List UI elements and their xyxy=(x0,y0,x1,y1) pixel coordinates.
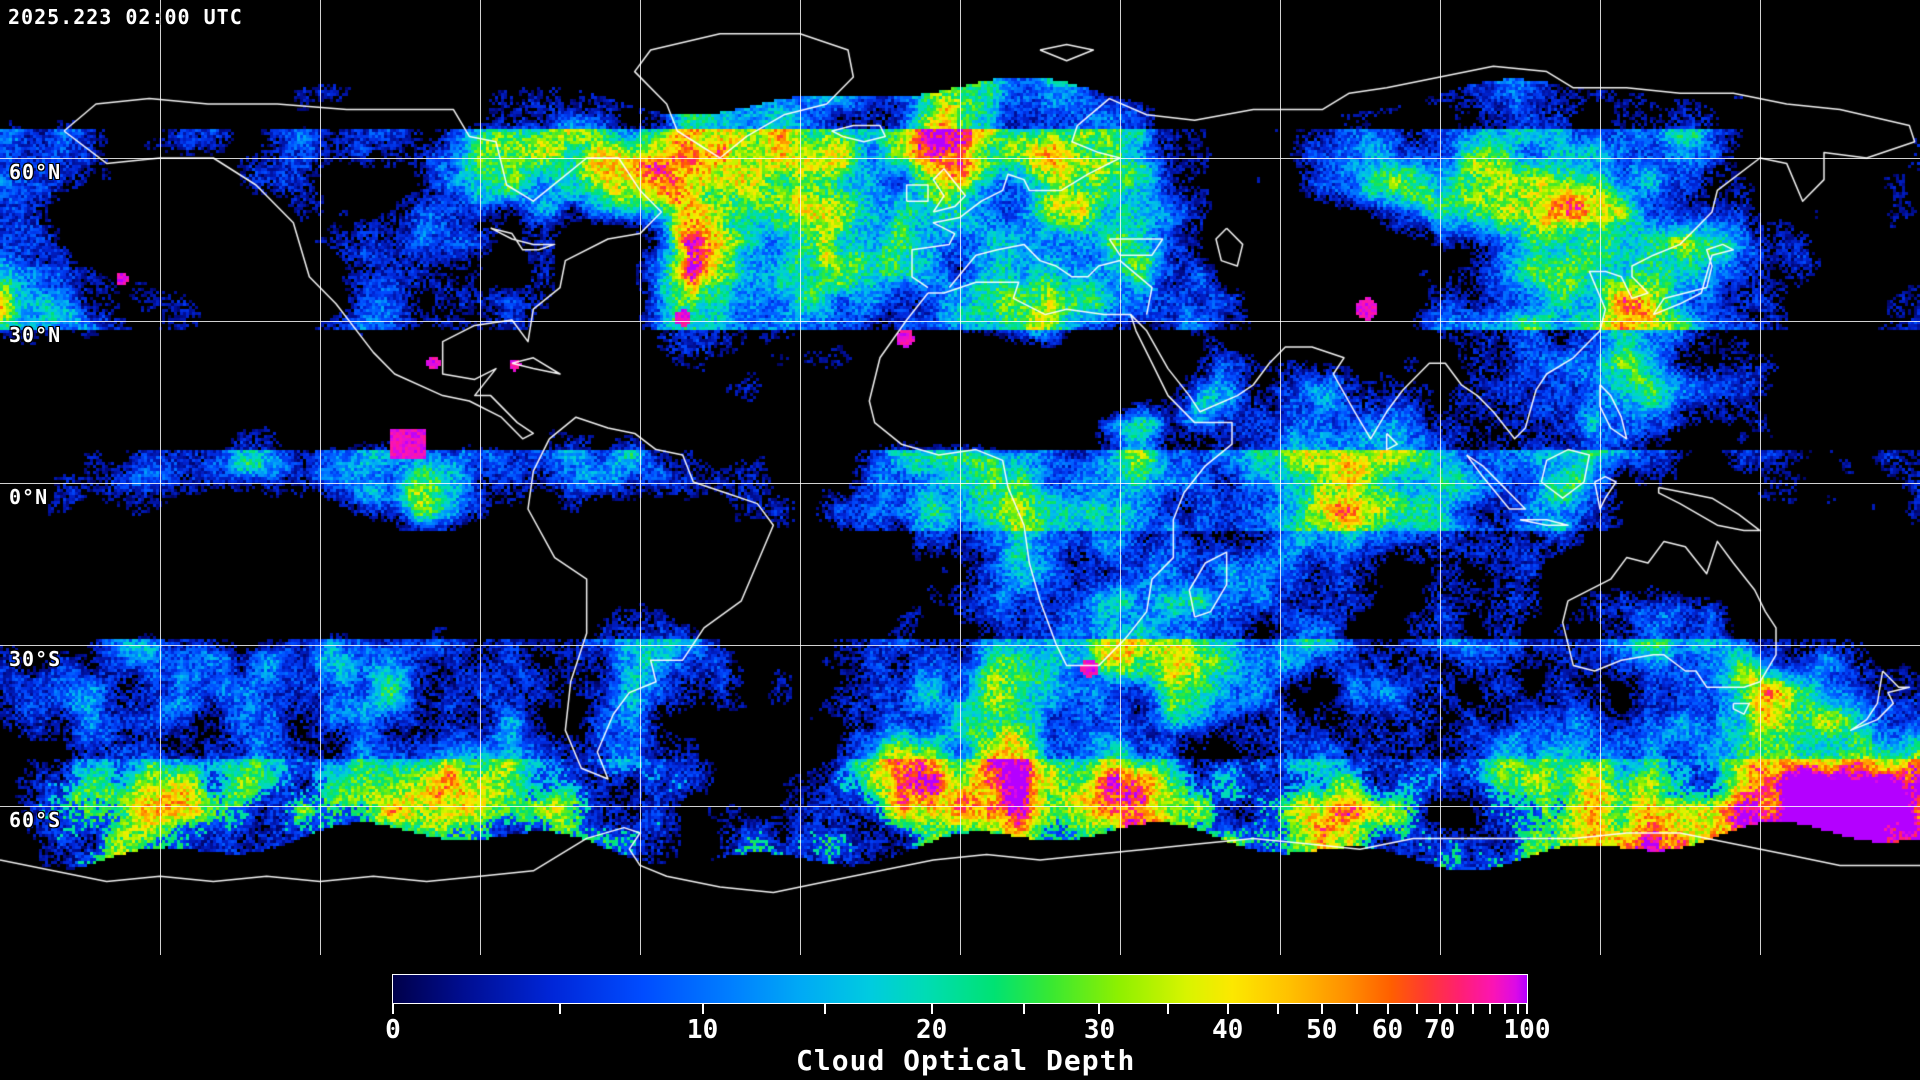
longitude-gridline xyxy=(960,0,961,955)
longitude-gridline xyxy=(640,0,641,955)
latitude-label: 30°S xyxy=(9,647,62,671)
latitude-label: 30°N xyxy=(9,323,62,347)
longitude-gridline xyxy=(480,0,481,955)
colorbar-tick xyxy=(701,1003,704,1014)
latitude-gridline xyxy=(0,645,1920,646)
colorbar-tick-label: 30 xyxy=(1083,1015,1116,1045)
colorbar-tick xyxy=(1471,1003,1474,1014)
colorbar-tick xyxy=(392,1003,394,1014)
latitude-label: 60°N xyxy=(9,160,62,184)
longitude-gridline xyxy=(320,0,321,955)
colorbar-tick xyxy=(930,1003,933,1014)
longitude-gridline xyxy=(1120,0,1121,955)
colorbar-tick xyxy=(1022,1003,1025,1014)
colorbar-tick xyxy=(1386,1003,1389,1014)
colorbar-tick xyxy=(1516,1003,1519,1014)
colorbar-tick xyxy=(1320,1003,1323,1014)
colorbar-tick xyxy=(558,1003,561,1014)
colorbar-tick xyxy=(1504,1003,1507,1014)
colorbar-tick-label: 0 xyxy=(385,1015,401,1045)
colorbar-tick xyxy=(1438,1003,1441,1014)
longitude-gridline xyxy=(1600,0,1601,955)
colorbar-tick xyxy=(1416,1003,1418,1014)
colorbar-tick xyxy=(1455,1003,1458,1014)
colorbar-tick-label: 100 xyxy=(1503,1015,1551,1045)
latitude-gridline xyxy=(0,483,1920,484)
colorbar-tick xyxy=(1276,1003,1279,1014)
colorbar-tick-label: 10 xyxy=(686,1015,719,1045)
colorbar-title: Cloud Optical Depth xyxy=(796,1044,1136,1077)
colorbar-tick xyxy=(1226,1003,1229,1014)
colorbar-tick xyxy=(824,1003,827,1014)
latitude-label: 60°S xyxy=(9,808,62,832)
colorbar-tick xyxy=(1166,1003,1169,1014)
colorbar-tick-label: 60 xyxy=(1371,1015,1404,1045)
colorbar-gradient xyxy=(392,974,1528,1004)
colorbar-tick-label: 20 xyxy=(915,1015,948,1045)
timestamp-label: 2025.223 02:00 UTC xyxy=(8,5,243,29)
longitude-gridline xyxy=(1280,0,1281,955)
latitude-gridline xyxy=(0,321,1920,322)
colorbar-tick xyxy=(1355,1003,1358,1014)
latitude-gridline xyxy=(0,806,1920,807)
longitude-gridline xyxy=(800,0,801,955)
longitude-gridline xyxy=(1440,0,1441,955)
colorbar-tick xyxy=(1488,1003,1491,1014)
colorbar-tick-label: 70 xyxy=(1424,1015,1456,1045)
colorbar-tick-label: 50 xyxy=(1306,1015,1338,1045)
latitude-gridline xyxy=(0,158,1920,159)
colorbar-tick xyxy=(1526,1003,1528,1014)
longitude-gridline xyxy=(1760,0,1761,955)
colorbar-tick-label: 40 xyxy=(1211,1015,1244,1045)
latitude-label: 0°N xyxy=(9,485,49,509)
longitude-gridline xyxy=(160,0,161,955)
colorbar-tick xyxy=(1098,1003,1101,1014)
